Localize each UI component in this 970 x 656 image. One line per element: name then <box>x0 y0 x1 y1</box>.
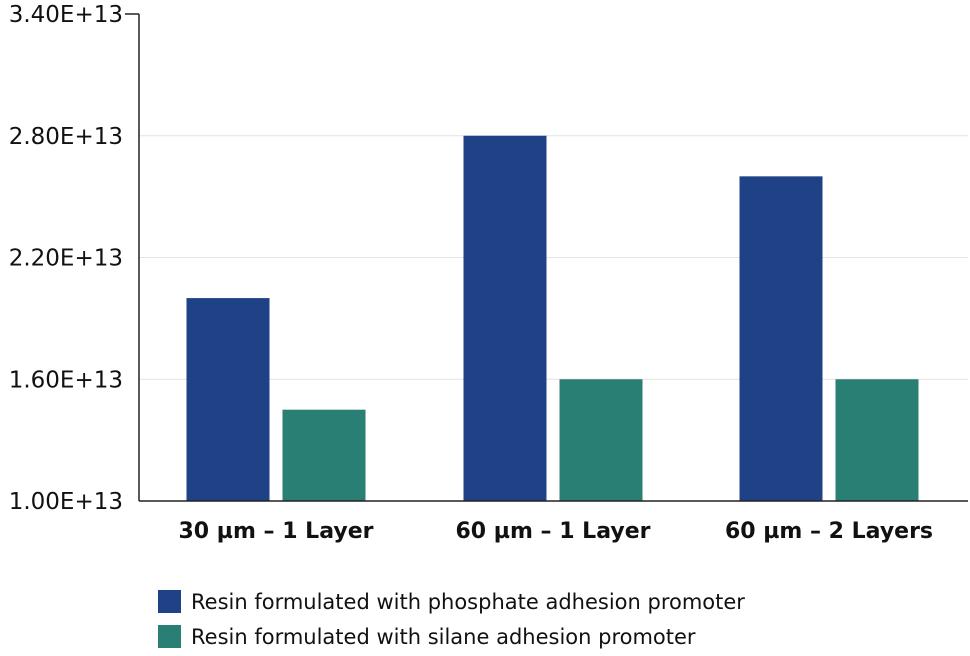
legend-swatch-silane <box>158 625 181 648</box>
bar-silane-2 <box>835 379 919 501</box>
bar-phosphate-0 <box>186 298 270 501</box>
legend-swatch-phosphate <box>158 590 181 613</box>
legend: Resin formulated with phosphate adhesion… <box>158 584 745 654</box>
x-category-label: 60 µm – 1 Layer <box>456 519 651 544</box>
legend-item-phosphate: Resin formulated with phosphate adhesion… <box>158 584 745 619</box>
y-tick-label: 1.60E+13 <box>9 367 123 393</box>
bar-silane-0 <box>282 409 366 501</box>
bar-chart: 1.00E+13 1.60E+13 2.20E+13 2.80E+13 3.40E+13… <box>9 2 968 544</box>
x-axis-categories: 30 µm – 1 Layer 60 µm – 1 Layer 60 µm – 2 … <box>179 519 934 544</box>
y-tick-label: 3.40E+13 <box>9 2 123 28</box>
x-category-label: 30 µm – 1 Layer <box>179 519 374 544</box>
legend-label-phosphate: Resin formulated with phosphate adhesion… <box>191 589 745 614</box>
bar-silane-1 <box>559 379 643 501</box>
bar-phosphate-2 <box>739 176 823 502</box>
y-tick-label: 2.20E+13 <box>9 246 123 272</box>
legend-item-silane: Resin formulated with silane adhesion pr… <box>158 619 745 654</box>
y-tick-label: 1.00E+13 <box>9 489 123 515</box>
gridlines <box>139 135 968 380</box>
y-tick-label: 2.80E+13 <box>9 124 123 150</box>
y-axis-ticks: 1.00E+13 1.60E+13 2.20E+13 2.80E+13 3.40E+13 <box>9 2 123 515</box>
legend-label-silane: Resin formulated with silane adhesion pr… <box>191 624 696 649</box>
bar-phosphate-1 <box>463 135 547 501</box>
bars <box>186 135 919 502</box>
x-category-label: 60 µm – 2 Layers <box>725 519 933 544</box>
